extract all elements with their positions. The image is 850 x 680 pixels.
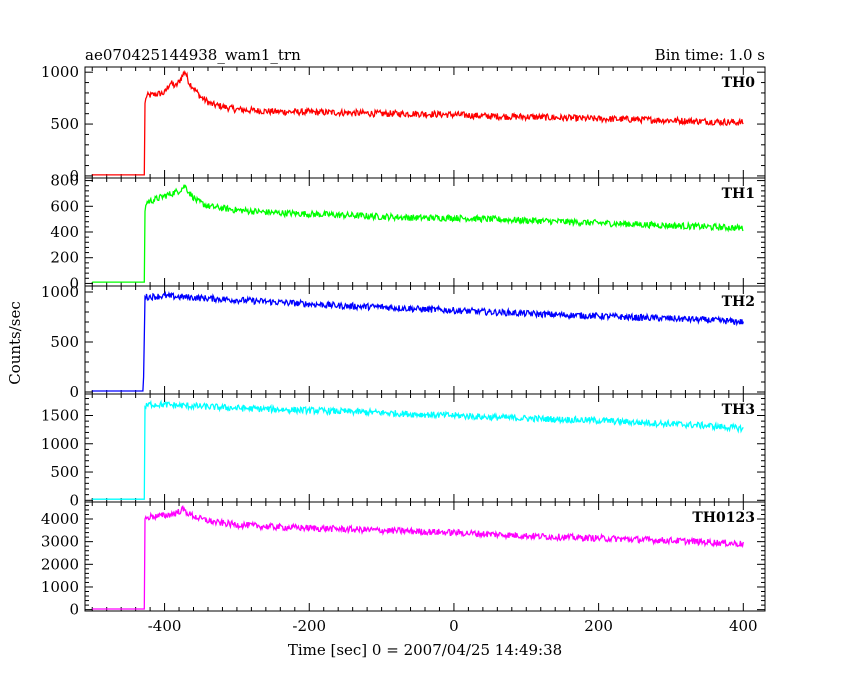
y-tick-label: 400 [50, 223, 79, 241]
panel-th0123: 0 1000 2000 3000 4000 TH0123 [41, 501, 766, 619]
series-line-th0 [92, 70, 744, 176]
panel-frame [84, 393, 766, 503]
panels-group: 0 500 1000 TH0 0 200 400 600 800 TH1 0 500 1000 TH2 0 5… [41, 63, 766, 635]
panel-th1: 0 200 400 600 800 TH1 [50, 172, 766, 292]
x-tick-label: -400 [148, 617, 182, 635]
chart-title-left: ae070425144938_wam1_trn [85, 46, 301, 64]
y-axis-label: Counts/sec [6, 301, 24, 385]
y-tick-label: 200 [50, 249, 79, 267]
y-tick-label: 1000 [41, 63, 79, 81]
y-tick-label: 0 [69, 601, 79, 619]
x-tick-label: 400 [729, 617, 758, 635]
panel-frame [84, 501, 766, 612]
y-tick-label: 1000 [41, 283, 79, 301]
y-tick-label: 2000 [41, 555, 79, 573]
panel-frame [84, 177, 766, 287]
y-tick-label: 0 [69, 167, 79, 185]
chart-title-right: Bin time: 1.0 s [655, 46, 765, 64]
panel-label-th1: TH1 [722, 186, 755, 202]
panel-th0: 0 500 1000 TH0 [41, 63, 766, 185]
panel-th3: 0 500 1000 1500 TH3 [41, 393, 766, 509]
y-tick-label: 500 [50, 463, 79, 481]
x-tick-label: 200 [584, 617, 613, 635]
y-tick-label: 1500 [41, 406, 79, 424]
panel-label-th3: TH3 [722, 402, 755, 418]
y-tick-label: 1000 [41, 578, 79, 596]
series-line-th2 [92, 290, 744, 392]
y-tick-label: 500 [50, 115, 79, 133]
y-tick-label: 0 [69, 274, 79, 292]
series-line-th0123 [92, 505, 744, 610]
panel-label-th2: TH2 [722, 294, 755, 310]
panel-label-th0123: TH0123 [692, 510, 755, 526]
series-line-th3 [92, 399, 744, 500]
y-tick-label: 600 [50, 197, 79, 215]
panel-frame [84, 285, 766, 395]
y-tick-label: 800 [50, 172, 79, 190]
x-tick-label: -200 [292, 617, 326, 635]
y-tick-label: 0 [69, 383, 79, 401]
series-line-th1 [92, 184, 744, 283]
x-axis-label: Time [sec] 0 = 2007/04/25 14:49:38 [288, 641, 562, 659]
y-tick-label: 3000 [41, 533, 79, 551]
panel-label-th0: TH0 [722, 75, 756, 91]
x-tick-label: 0 [449, 617, 459, 635]
y-tick-label: 4000 [41, 510, 79, 528]
y-tick-label: 500 [50, 333, 79, 351]
y-tick-label: 1000 [41, 435, 79, 453]
panel-th2: 0 500 1000 TH2 [41, 283, 766, 401]
y-tick-label: 0 [69, 491, 79, 509]
